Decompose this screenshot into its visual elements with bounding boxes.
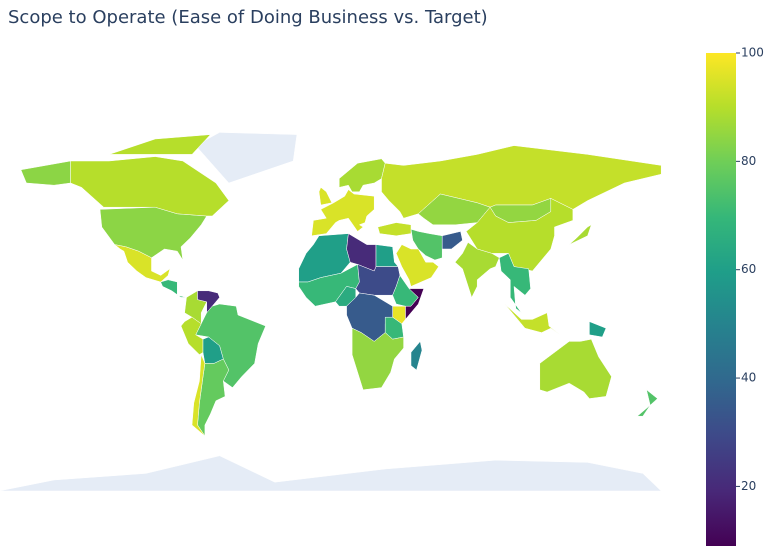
country [351,327,404,391]
country [395,244,439,287]
colorbar-tick-label: 100 [741,46,764,60]
country [410,341,423,371]
country [191,354,206,437]
country [410,228,443,261]
country [160,279,187,298]
country [499,253,531,314]
country [375,244,399,267]
country [589,321,607,338]
background-land [0,132,662,492]
land-no-data [0,455,662,492]
country [70,134,230,217]
country [338,158,386,193]
country [311,189,375,237]
country [504,303,561,336]
country [539,338,612,399]
map [20,134,662,437]
colorbar-tick-label: 60 [741,262,756,276]
country [355,264,401,296]
colorbar-tick-label: 80 [741,154,756,168]
country [114,244,171,283]
country [318,187,333,206]
country [568,224,592,245]
country [377,222,412,237]
country [180,316,204,355]
colorbar-tick-label: 40 [741,371,756,385]
country [637,389,658,417]
colorbar [706,53,736,546]
country [454,242,500,298]
land-no-data [195,132,298,184]
country [346,233,377,272]
chart-title: Scope to Operate (Ease of Doing Business… [8,7,488,28]
country [441,231,463,250]
colorbar-tick-label: 20 [741,479,756,493]
